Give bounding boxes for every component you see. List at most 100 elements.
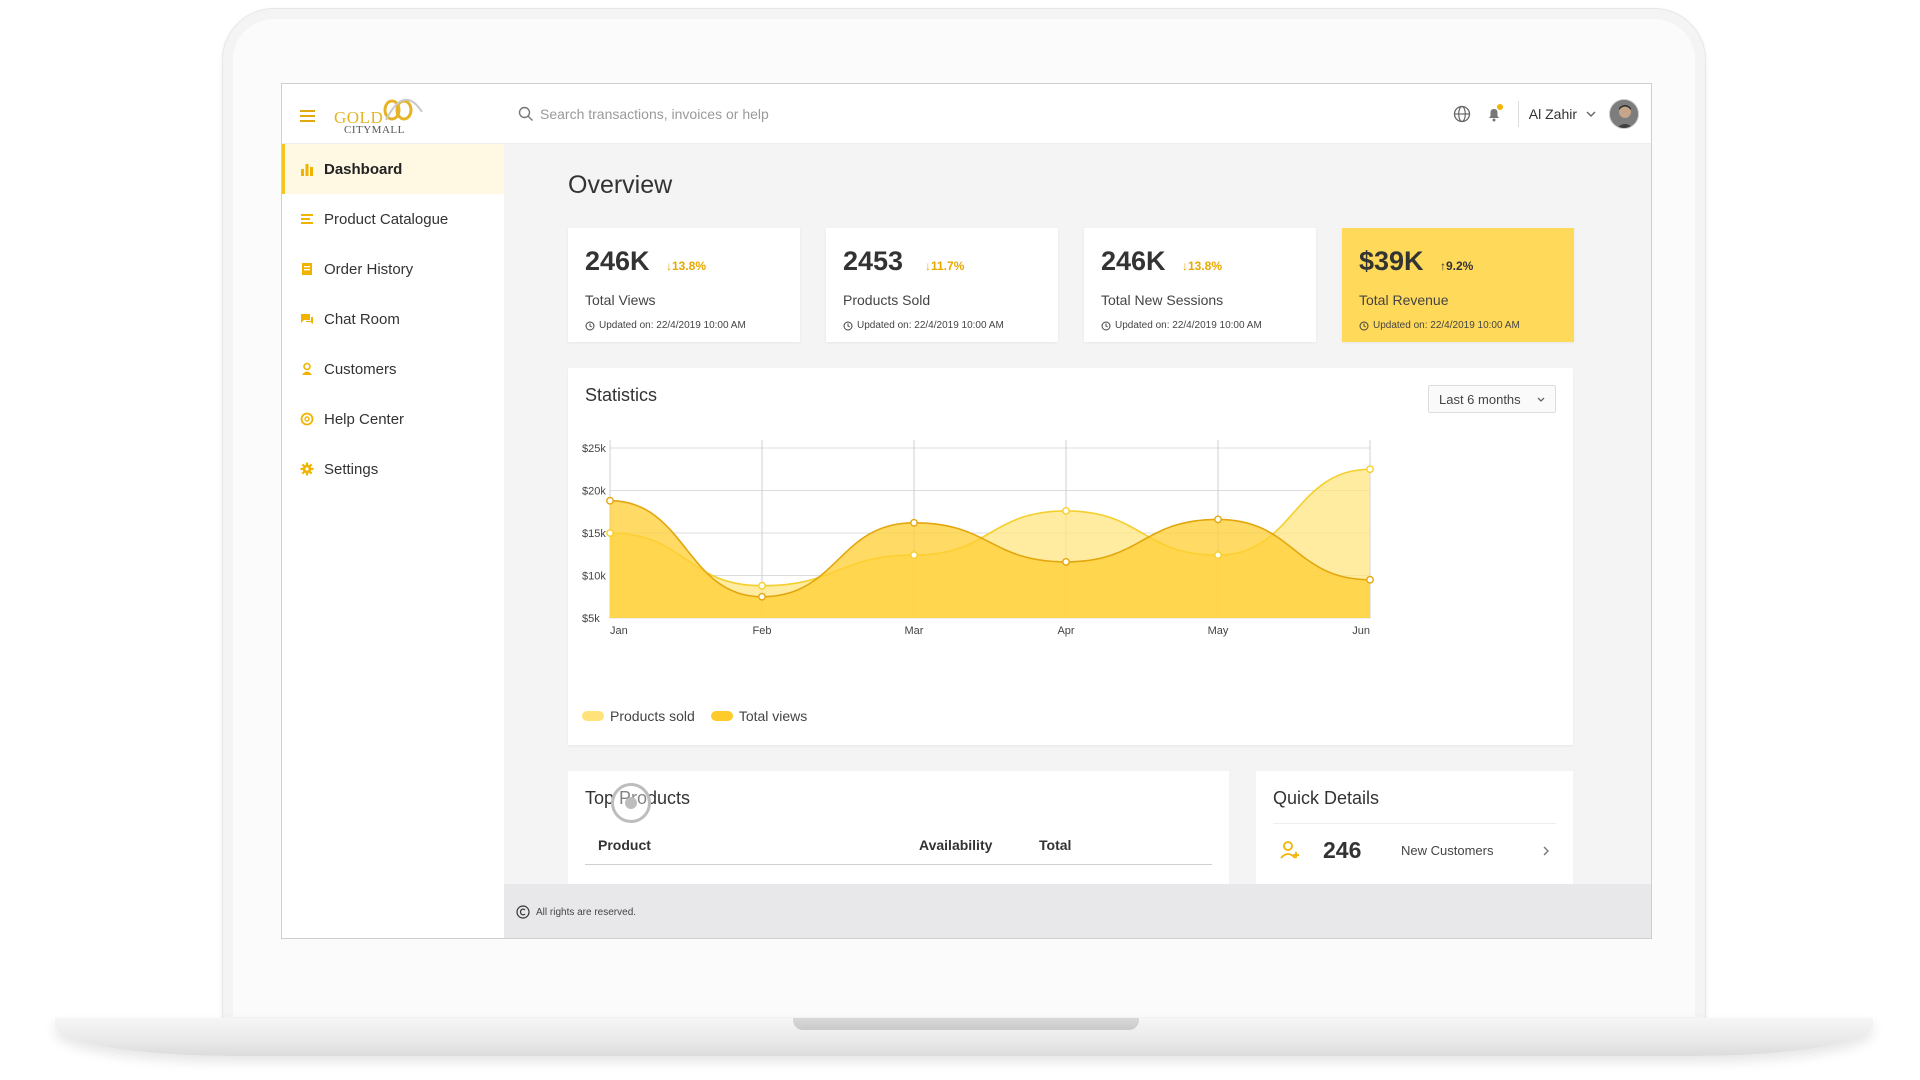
legend-item-products-sold[interactable]: Products sold: [582, 708, 695, 724]
column-header-product[interactable]: Product: [598, 837, 651, 853]
y-tick-label: $5k: [582, 613, 600, 625]
data-point: [1062, 507, 1070, 515]
sidebar-item-chat-room[interactable]: Chat Room: [282, 294, 504, 344]
stat-card-products-sold[interactable]: 2453 ↓11.7% Products Sold Updated on: 22…: [826, 228, 1058, 342]
sidebar-item-product-catalogue[interactable]: Product Catalogue: [282, 194, 504, 244]
stat-updated-text: Updated on: 22/4/2019 10:00 AM: [599, 320, 746, 331]
help-icon: [300, 412, 314, 426]
column-header-availability[interactable]: Availability: [919, 837, 993, 853]
stat-updated: Updated on: 22/4/2019 10:00 AM: [843, 320, 1004, 331]
stat-updated-text: Updated on: 22/4/2019 10:00 AM: [1115, 320, 1262, 331]
data-point: [606, 529, 614, 537]
avatar[interactable]: [1609, 99, 1639, 129]
quick-details-panel: Quick Details 246 New Customers: [1256, 771, 1573, 891]
column-header-total[interactable]: Total: [1039, 837, 1072, 853]
quick-detail-new-customers[interactable]: 246 New Customers: [1273, 833, 1556, 869]
gear-icon: [300, 462, 314, 476]
sidebar-item-label: Settings: [324, 460, 379, 478]
data-point: [1214, 551, 1222, 560]
y-tick-label: $25k: [582, 443, 606, 455]
catalogue-icon: [301, 214, 313, 224]
stat-updated: Updated on: 22/4/2019 10:00 AM: [1101, 320, 1262, 331]
notification-bell-icon[interactable]: [1484, 104, 1504, 124]
search-input[interactable]: [540, 106, 960, 122]
top-products-panel: Top Products Product Availability Total: [568, 771, 1229, 891]
top-right-actions: Al Zahir: [1452, 96, 1639, 132]
footer: All rights are reserved.: [504, 884, 1651, 938]
stat-change-value: 9.2%: [1446, 259, 1474, 273]
sidebar-item-label: Product Catalogue: [324, 210, 449, 228]
stat-updated-text: Updated on: 22/4/2019 10:00 AM: [1373, 320, 1520, 331]
series-line-total-views: [609, 499, 1371, 598]
stat-change: ↓13.8%: [1182, 259, 1223, 273]
stat-card-total-revenue[interactable]: $39K ↑9.2% Total Revenue Updated on: 22/…: [1342, 228, 1574, 342]
stat-card-total-new-sessions[interactable]: 246K ↓13.8% Total New Sessions Updated o…: [1084, 228, 1316, 342]
x-tick-label: Jun: [1352, 625, 1370, 637]
sidebar-item-help-center[interactable]: Help Center: [282, 394, 504, 444]
divider: [1273, 823, 1556, 824]
topbar-divider: [1517, 101, 1519, 127]
sidebar-item-order-history[interactable]: Order History: [282, 244, 504, 294]
stat-change: ↓13.8%: [666, 259, 707, 273]
logo-text-line2: CITYMALL: [344, 124, 405, 136]
x-tick-label: Apr: [1057, 625, 1074, 637]
chevron-right-icon[interactable]: [1541, 845, 1551, 857]
bar-chart-icon: [301, 164, 313, 176]
sidebar-item-label: Order History: [324, 260, 414, 278]
stat-label: Total Views: [585, 292, 656, 308]
menu-toggle-icon[interactable]: [300, 110, 315, 122]
period-select-value: Last 6 months: [1439, 391, 1521, 407]
logo-rings-icon: [383, 99, 423, 121]
y-tick-label: $15k: [582, 528, 606, 540]
sidebar-item-customers[interactable]: Customers: [282, 344, 504, 394]
stat-value: 246K: [1101, 246, 1166, 276]
brand-logo[interactable]: GOLD CITYMALL: [330, 88, 430, 140]
y-tick-label: $20k: [582, 486, 606, 498]
x-tick-label: Feb: [753, 625, 772, 637]
stat-value: 246K: [585, 246, 650, 276]
y-tick-label: $10k: [582, 571, 606, 583]
x-tick-label: Jan: [610, 625, 628, 637]
customer-icon: [302, 362, 312, 375]
search-bar: [518, 102, 1018, 126]
user-name[interactable]: Al Zahir: [1528, 106, 1577, 122]
data-point: [910, 551, 918, 560]
stat-card-total-views[interactable]: 246K ↓13.8% Total Views Updated on: 22/4…: [568, 228, 800, 342]
data-point: [606, 496, 614, 505]
sidebar: Dashboard Product Catalogue Order Histor…: [282, 144, 504, 938]
statistics-chart: $25k $20k $15k $10k $5k Jan Feb Mar Apr May Jun: [582, 440, 1374, 637]
page-title: Overview: [568, 171, 673, 199]
series-area-total-views: [610, 500, 1370, 618]
notification-dot: [1496, 104, 1503, 110]
statistics-panel: Statistics Last 6 months $25k $20k $15k $10…: [568, 368, 1573, 745]
data-point: [1366, 465, 1374, 474]
main-content: Overview 246K ↓13.8% Total Views Updated…: [504, 144, 1651, 938]
stat-change: ↓11.7%: [925, 259, 965, 273]
sidebar-item-label: Help Center: [324, 410, 405, 428]
table-header: Product Availability Total: [585, 837, 1212, 865]
x-tick-label: May: [1208, 625, 1229, 637]
stat-label: Products Sold: [843, 292, 931, 308]
stat-value: 2453: [843, 246, 904, 276]
sidebar-item-settings[interactable]: Settings: [282, 444, 504, 494]
sidebar-item-label: Chat Room: [324, 310, 400, 328]
data-point: [1062, 558, 1070, 566]
data-point: [758, 592, 766, 601]
x-tick-label: Mar: [905, 625, 924, 637]
clock-icon: [1359, 321, 1369, 330]
legend-item-total-views[interactable]: Total views: [710, 708, 808, 724]
chevron-down-icon[interactable]: [1585, 108, 1597, 120]
stat-updated-text: Updated on: 22/4/2019 10:00 AM: [857, 320, 1004, 331]
clock-icon: [585, 321, 595, 330]
clock-icon: [1101, 321, 1111, 330]
stat-label: Total New Sessions: [1101, 292, 1224, 308]
legend-label: Total views: [738, 708, 808, 724]
quick-detail-count: 246: [1323, 837, 1362, 863]
sidebar-item-dashboard[interactable]: Dashboard: [282, 144, 504, 194]
statistics-title: Statistics: [585, 385, 658, 405]
stat-updated: Updated on: 22/4/2019 10:00 AM: [585, 320, 746, 331]
language-globe-icon[interactable]: [1452, 104, 1472, 124]
period-select[interactable]: Last 6 months: [1428, 385, 1556, 413]
logo-text-line1: GOLD: [334, 108, 384, 127]
data-point: [1366, 575, 1374, 584]
